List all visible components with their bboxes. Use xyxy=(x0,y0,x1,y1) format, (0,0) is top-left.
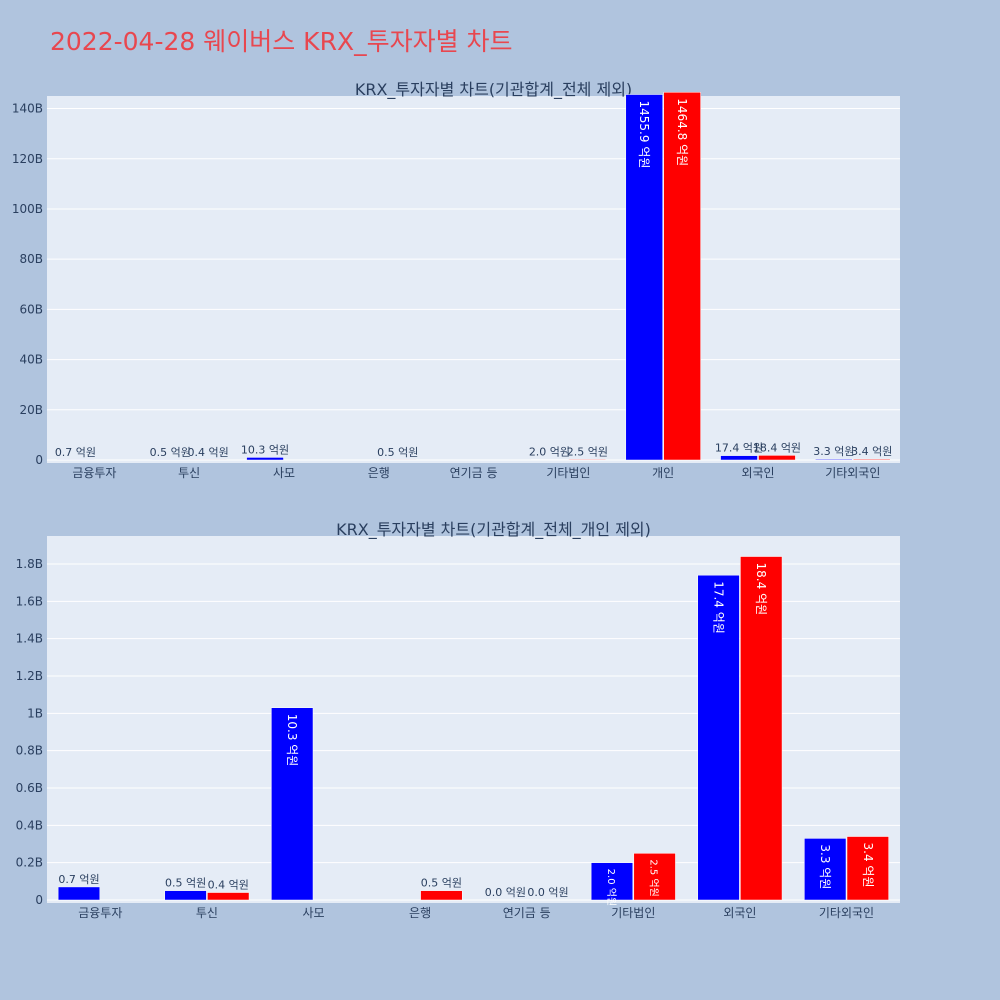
x-tick-label: 기타외국인 xyxy=(819,906,874,920)
bar-series-a xyxy=(246,457,284,461)
y-tick-label: 0.2B xyxy=(16,856,43,870)
data-label: 2.5 억원 xyxy=(648,859,660,896)
bar-series-a xyxy=(271,707,314,901)
x-tick-label: 사모 xyxy=(273,466,295,480)
x-tick-label: 연기금 등 xyxy=(503,906,551,920)
x-tick-label: 외국인 xyxy=(723,906,756,920)
y-tick-label: 1B xyxy=(27,706,43,720)
x-tick-label: 투신 xyxy=(178,466,200,480)
x-tick-label: 개인 xyxy=(652,466,674,480)
data-label: 0.0 억원 xyxy=(527,886,568,899)
chart-excluding-individuals: KRX_투자자별 차트(기관합계_전체_개인 제외) 0 0.2B 0.4B 0.6B 0… xyxy=(16,520,900,920)
x-tick-label: 투신 xyxy=(196,906,218,920)
data-label: 0.5 억원 xyxy=(150,446,191,459)
bar-series-b xyxy=(846,836,889,901)
bar-series-b xyxy=(758,455,796,461)
bar-series-a xyxy=(720,455,758,461)
data-label: 2.0 억원 xyxy=(605,869,617,906)
y-tick-label: 0.8B xyxy=(16,744,43,758)
data-label: 10.3 억원 xyxy=(241,443,289,456)
bar-series-a xyxy=(625,94,663,461)
data-label: 3.4 억원 xyxy=(851,445,892,458)
data-label: 17.4 억원 xyxy=(715,442,763,455)
data-label: 18.4 억원 xyxy=(754,563,768,616)
bar-series-a xyxy=(590,862,634,901)
x-tick-label: 사모 xyxy=(302,906,324,920)
y-tick-label: 100B xyxy=(12,202,43,216)
bar-series-a xyxy=(164,890,207,901)
data-label: 17.4 억원 xyxy=(712,581,726,634)
plot-area xyxy=(47,96,900,463)
bar-series-b xyxy=(853,458,891,461)
data-label: 18.4 억원 xyxy=(753,441,801,454)
y-tick-label: 80B xyxy=(19,252,43,266)
bar-series-b xyxy=(207,892,250,901)
data-label: 1455.9 억원 xyxy=(637,101,651,169)
bar-series-a xyxy=(697,574,740,901)
data-label: 0.7 억원 xyxy=(58,873,99,886)
x-tick-label: 기타외국인 xyxy=(825,466,880,480)
y-tick-label: 0 xyxy=(35,893,43,907)
bar-series-b xyxy=(633,853,676,901)
data-label: 3.3 억원 xyxy=(813,445,854,458)
chart-title: KRX_투자자별 차트(기관합계_전체_개인 제외) xyxy=(336,520,651,540)
y-tick-label: 1.4B xyxy=(16,632,43,646)
x-tick-label: 금융투자 xyxy=(78,906,122,920)
data-label: 0.7 억원 xyxy=(55,446,96,459)
chart-title: KRX_투자자별 차트(기관합계_전체 제외) xyxy=(355,80,632,100)
x-tick-label: 금융투자 xyxy=(72,466,116,480)
y-tick-label: 20B xyxy=(19,403,43,417)
x-tick-label: 은행 xyxy=(368,465,390,480)
chart-excluding-institutions: KRX_투자자별 차트(기관합계_전체 제외) 0 20B 40B 60B 80B 100B… xyxy=(12,80,900,480)
bar-series-a xyxy=(57,886,101,901)
data-label: 0.4 억원 xyxy=(208,879,249,892)
bar-series-b xyxy=(420,890,463,901)
data-label: 2.0 억원 xyxy=(529,445,570,458)
bar-series-b xyxy=(663,92,701,461)
data-label: 0.5 억원 xyxy=(165,877,206,890)
y-tick-label: 1.2B xyxy=(16,669,43,683)
x-tick-label: 기타법인 xyxy=(546,466,590,480)
data-label: 10.3 억원 xyxy=(285,714,299,767)
x-tick-label: 은행 xyxy=(409,905,431,920)
y-tick-label: 120B xyxy=(12,152,43,166)
data-label: 0.0 억원 xyxy=(485,886,526,899)
y-tick-label: 0.6B xyxy=(16,781,43,795)
bar-series-a xyxy=(804,838,847,901)
y-tick-label: 0.4B xyxy=(16,818,43,832)
page-title: 2022-04-28 웨이버스 KRX_투자자별 차트 xyxy=(50,27,513,56)
y-tick-label: 1.6B xyxy=(16,594,43,608)
x-tick-label: 외국인 xyxy=(741,466,774,480)
data-label: 0.5 억원 xyxy=(421,877,462,890)
bar-series-b xyxy=(740,556,783,901)
bar-series-a xyxy=(815,458,853,461)
data-label: 0.4 억원 xyxy=(188,446,229,459)
data-label: 3.4 억원 xyxy=(861,843,875,888)
y-tick-label: 1.8B xyxy=(16,557,43,571)
data-label: 1464.8 억원 xyxy=(675,98,689,166)
x-tick-label: 연기금 등 xyxy=(450,466,498,480)
y-tick-label: 40B xyxy=(19,353,43,367)
x-tick-label: 기타법인 xyxy=(611,906,655,920)
y-tick-label: 140B xyxy=(12,102,43,116)
bar-series-b xyxy=(568,459,607,461)
data-label: 2.5 억원 xyxy=(567,445,608,458)
data-label: 0.5 억원 xyxy=(377,446,418,459)
y-tick-label: 60B xyxy=(19,302,43,316)
y-tick-label: 0 xyxy=(35,453,43,467)
data-label: 3.3 억원 xyxy=(818,844,832,889)
bar-series-a xyxy=(530,459,569,461)
